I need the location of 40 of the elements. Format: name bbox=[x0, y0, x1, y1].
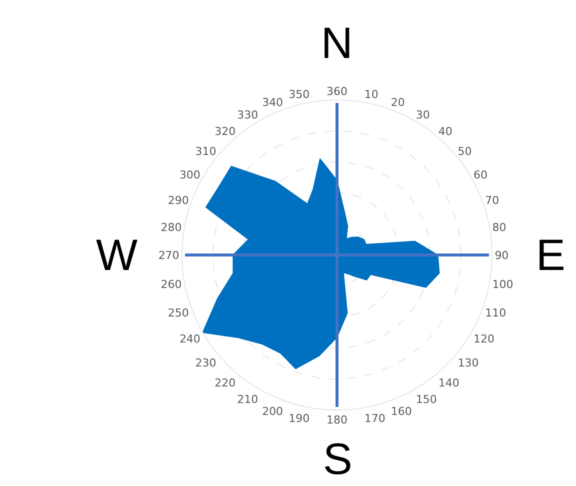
spoke-label: 260 bbox=[160, 278, 182, 292]
spoke-label: 80 bbox=[492, 221, 506, 234]
spoke-label: 10 bbox=[364, 88, 378, 102]
spoke-label: 100 bbox=[492, 278, 514, 292]
spoke-label: 90 bbox=[494, 248, 509, 262]
text: W bbox=[96, 231, 138, 280]
spoke-label: 230 bbox=[195, 356, 216, 370]
spoke-label: 40 bbox=[438, 124, 452, 138]
spoke-label: 30 bbox=[416, 108, 430, 122]
text: E bbox=[536, 231, 566, 280]
spoke-label: 120 bbox=[474, 332, 495, 346]
spoke-label: 310 bbox=[195, 145, 216, 158]
spoke-label: 330 bbox=[237, 108, 258, 122]
spoke-label: 270 bbox=[158, 248, 180, 262]
spoke-label: 20 bbox=[390, 96, 405, 110]
spoke-label: 220 bbox=[214, 376, 236, 390]
spoke-label: 170 bbox=[364, 412, 386, 425]
spoke-label: 340 bbox=[262, 96, 284, 110]
spoke-label: 60 bbox=[474, 168, 488, 182]
spoke-label: 160 bbox=[390, 404, 412, 418]
spoke-label: 150 bbox=[416, 393, 437, 406]
text: N bbox=[321, 19, 353, 68]
spoke-label: 210 bbox=[237, 393, 258, 406]
spoke-label: 350 bbox=[288, 88, 310, 102]
spoke-label: 180 bbox=[326, 414, 348, 427]
spoke-label: 360 bbox=[326, 85, 348, 98]
spoke-label: 300 bbox=[179, 168, 200, 182]
spoke-label: 320 bbox=[214, 124, 236, 138]
spoke-label: 130 bbox=[458, 356, 479, 370]
spoke-label: 110 bbox=[485, 306, 506, 320]
spoke-label: 140 bbox=[438, 376, 460, 390]
spoke-label: 290 bbox=[168, 194, 189, 207]
spoke-label: 250 bbox=[168, 306, 189, 320]
text: S bbox=[323, 435, 352, 484]
spoke-label: 70 bbox=[485, 194, 500, 207]
spoke-label: 280 bbox=[160, 221, 182, 234]
spoke-label: 240 bbox=[179, 332, 200, 346]
spoke-label: 50 bbox=[458, 145, 472, 158]
spoke-label: 190 bbox=[288, 412, 310, 425]
spoke-label: 200 bbox=[262, 404, 284, 418]
